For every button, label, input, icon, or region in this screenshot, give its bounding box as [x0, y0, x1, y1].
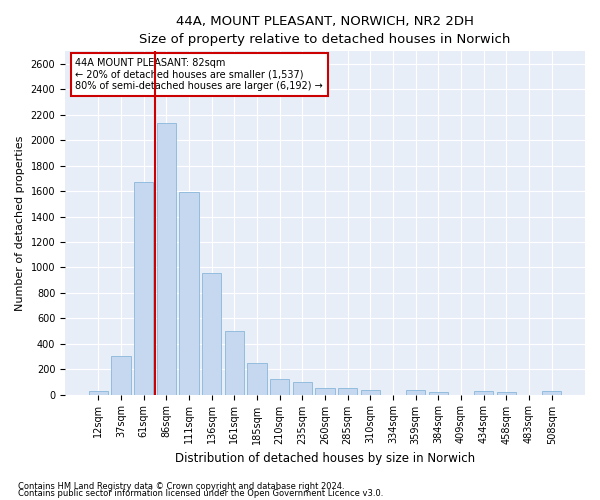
Bar — [202, 272, 221, 394]
X-axis label: Distribution of detached houses by size in Norwich: Distribution of detached houses by size … — [175, 452, 475, 465]
Bar — [429, 392, 448, 394]
Bar — [134, 182, 153, 394]
Bar — [361, 390, 380, 394]
Bar — [112, 356, 131, 395]
Bar — [474, 391, 493, 394]
Bar — [542, 392, 562, 394]
Bar — [406, 390, 425, 394]
Bar — [270, 380, 289, 394]
Bar — [293, 382, 312, 394]
Bar — [179, 192, 199, 394]
Text: Contains HM Land Registry data © Crown copyright and database right 2024.: Contains HM Land Registry data © Crown c… — [18, 482, 344, 491]
Text: 44A MOUNT PLEASANT: 82sqm
← 20% of detached houses are smaller (1,537)
80% of se: 44A MOUNT PLEASANT: 82sqm ← 20% of detac… — [76, 58, 323, 92]
Bar — [316, 388, 335, 394]
Text: Contains public sector information licensed under the Open Government Licence v3: Contains public sector information licen… — [18, 490, 383, 498]
Bar — [338, 388, 358, 394]
Bar — [157, 122, 176, 394]
Bar — [247, 363, 266, 394]
Bar — [224, 331, 244, 394]
Bar — [89, 392, 108, 394]
Y-axis label: Number of detached properties: Number of detached properties — [15, 136, 25, 310]
Title: 44A, MOUNT PLEASANT, NORWICH, NR2 2DH
Size of property relative to detached hous: 44A, MOUNT PLEASANT, NORWICH, NR2 2DH Si… — [139, 15, 511, 46]
Bar — [497, 392, 516, 394]
